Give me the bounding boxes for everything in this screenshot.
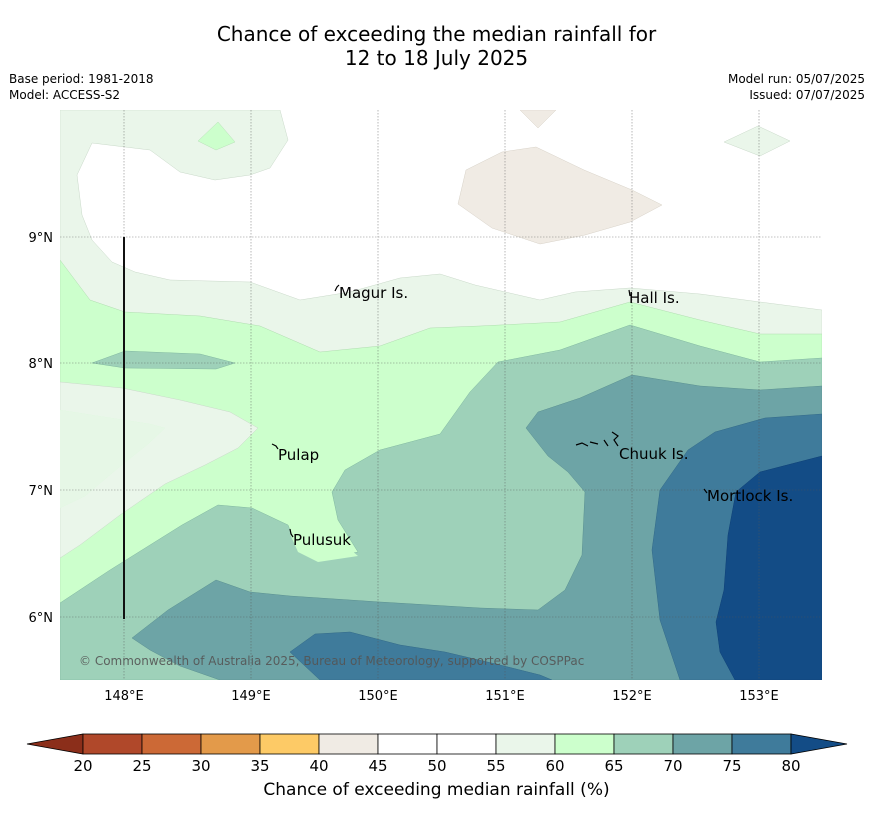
issued-date: Issued: 07/07/2025	[749, 88, 865, 102]
colorbar-tick-80: 80	[781, 757, 800, 775]
field-60-65-pulusuk	[290, 534, 358, 562]
colorbar-under-arrow	[26, 733, 84, 755]
place-label-pulusuk: Pulusuk	[293, 531, 351, 549]
lon-label-153: 153°E	[739, 689, 779, 704]
lat-label-7n: 7°N	[29, 484, 54, 499]
colorbar-band-60-65	[554, 733, 615, 755]
colorbar-band-45-50	[377, 733, 438, 755]
colorbar-band-55-60	[495, 733, 556, 755]
lon-label-149: 149°E	[231, 689, 271, 704]
colorbar-tick-45: 45	[368, 757, 387, 775]
place-label-hall: Hall Is.	[629, 289, 680, 307]
base-period: Base period: 1981-2018	[9, 72, 154, 86]
colorbar-band-25-30	[141, 733, 202, 755]
colorbar-tick-30: 30	[191, 757, 210, 775]
colorbar-band-35-40	[259, 733, 320, 755]
colorbar-band-50-55	[436, 733, 497, 755]
field-40-45-blob	[457, 146, 663, 245]
colorbar-band-70-75	[672, 733, 733, 755]
lon-label-152: 152°E	[612, 689, 652, 704]
meta-right: Model run: 05/07/2025 Issued: 07/07/2025	[728, 71, 865, 103]
field-60-65-blob-top	[197, 121, 236, 151]
colorbar-tick-25: 25	[132, 757, 151, 775]
field-40-45-blob-top	[519, 110, 557, 129]
model-name: Model: ACCESS-S2	[9, 88, 121, 102]
colorbar-band-75-80	[731, 733, 792, 755]
colorbar-tick-75: 75	[722, 757, 741, 775]
rainfall-field: Magur Is. Hall Is. Pulap Chuuk Is. Mortl…	[60, 110, 822, 680]
colorbar-band-40-45	[318, 733, 379, 755]
lon-label-148: 148°E	[104, 689, 144, 704]
model-run: Model run: 05/07/2025	[727, 72, 865, 86]
colorbar-tick-50: 50	[427, 757, 446, 775]
meta-left: Base period: 1981-2018 Model: ACCESS-S2	[9, 71, 154, 103]
field-55-60-blob-top-right	[723, 125, 791, 157]
colorbar: 20 25 30 35 40 45 50 55 60 65 70 75 80	[26, 733, 848, 775]
colorbar-tick-35: 35	[250, 757, 269, 775]
field-over-80	[715, 455, 822, 680]
lat-label-8n: 8°N	[29, 357, 54, 372]
field-75-80-bottom	[289, 631, 553, 680]
lat-label-9n: 9°N	[29, 231, 54, 246]
lon-label-150: 150°E	[358, 689, 398, 704]
colorbar-tick-55: 55	[486, 757, 505, 775]
field-60-65-left-inner-2	[60, 410, 165, 508]
island-markers	[271, 284, 708, 538]
place-label-magur: Magur Is.	[339, 284, 408, 302]
lat-label-6n: 6°N	[29, 611, 54, 626]
title-line-2: 12 to 18 July 2025	[344, 46, 529, 70]
place-label-mortlock: Mortlock Is.	[707, 487, 793, 505]
map-title: Chance of exceeding the median rainfall …	[0, 22, 873, 70]
colorbar-band-65-70	[613, 733, 674, 755]
colorbar-tick-65: 65	[604, 757, 623, 775]
colorbar-label: Chance of exceeding median rainfall (%)	[263, 780, 610, 800]
colorbar-tick-20: 20	[73, 757, 92, 775]
title-line-1: Chance of exceeding the median rainfall …	[216, 22, 657, 46]
lon-label-151: 151°E	[485, 689, 525, 704]
field-70-75	[131, 374, 822, 680]
colorbar-tick-40: 40	[309, 757, 328, 775]
colorbar-tick-70: 70	[663, 757, 682, 775]
place-label-chuuk: Chuuk Is.	[619, 445, 688, 463]
colorbar-band-30-35	[200, 733, 261, 755]
colorbar-tick-60: 60	[545, 757, 564, 775]
colorbar-band-20-25	[82, 733, 143, 755]
place-label-pulap: Pulap	[278, 446, 319, 464]
colorbar-over-arrow	[790, 733, 848, 755]
copyright-notice: © Commonwealth of Australia 2025, Bureau…	[79, 654, 584, 668]
